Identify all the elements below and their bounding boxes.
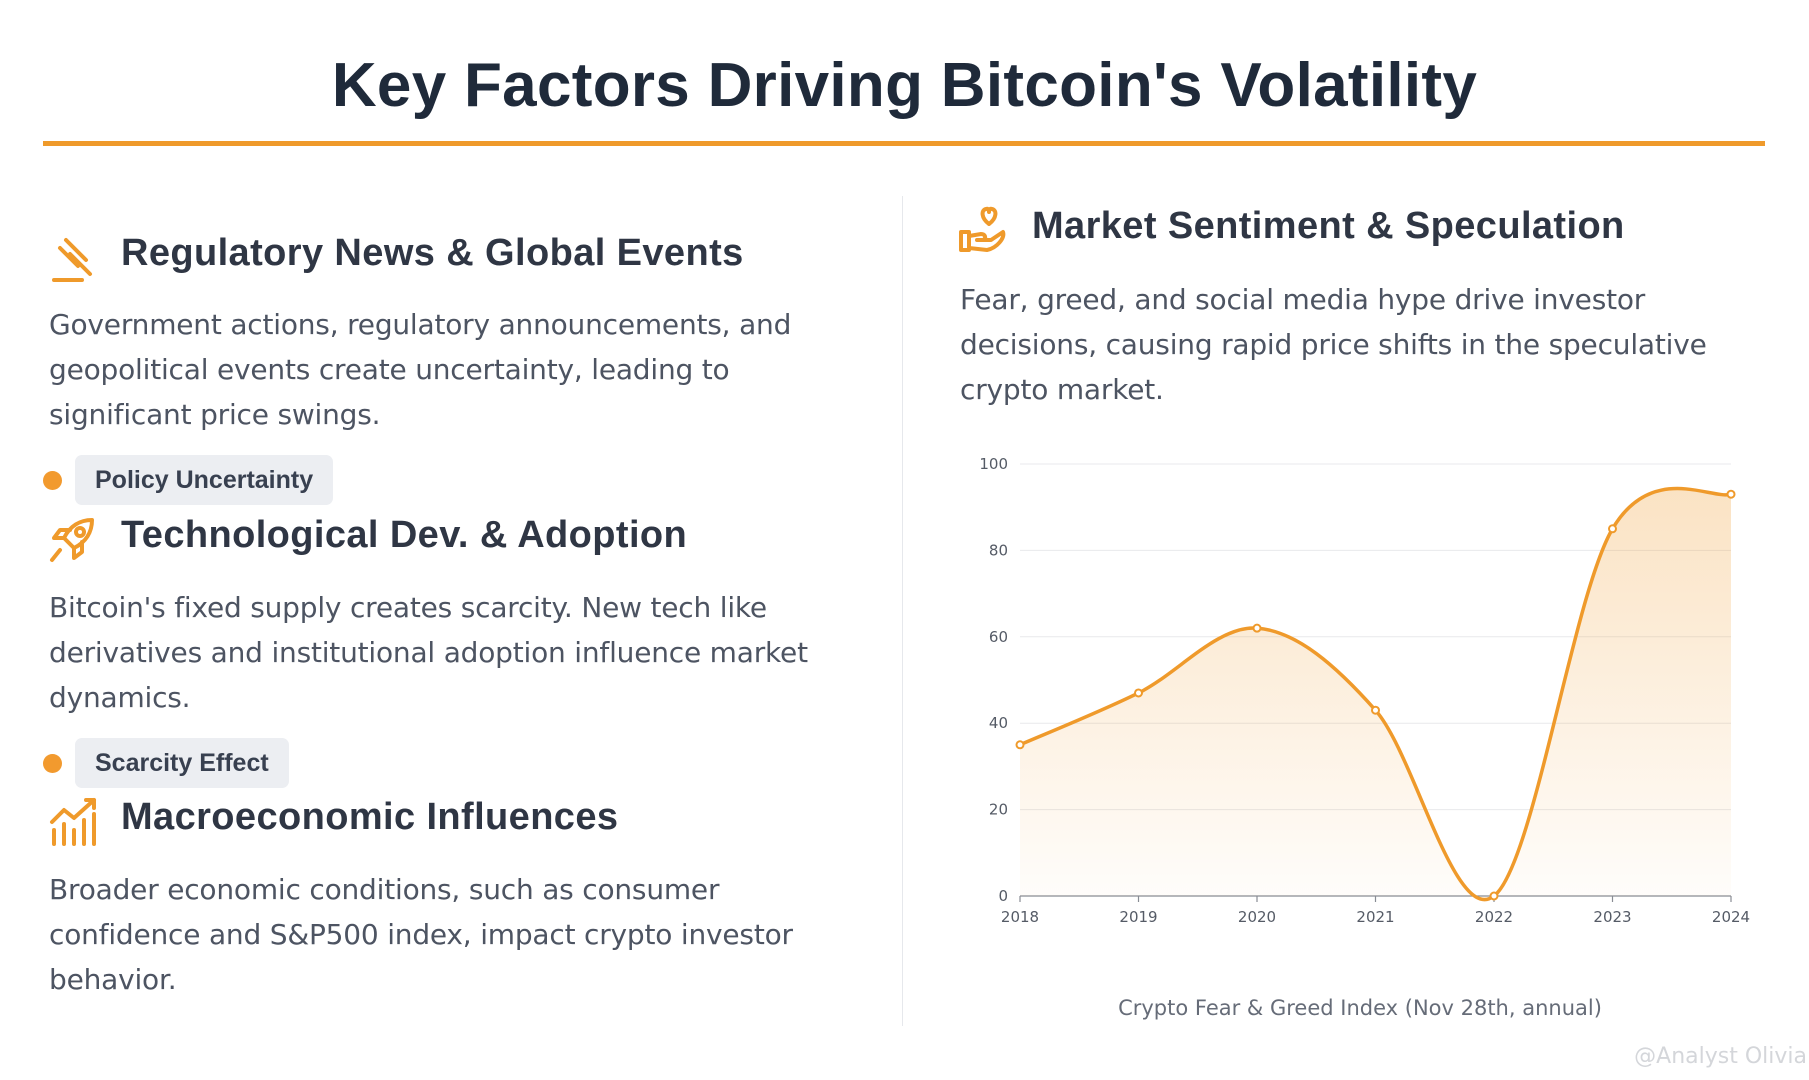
y-tick-label: 0	[998, 887, 1008, 905]
tag-scarcity-effect: Scarcity Effect	[75, 738, 289, 788]
gavel-icon	[52, 238, 92, 282]
data-point	[1608, 524, 1617, 534]
x-tick-label: 2021	[1356, 908, 1394, 926]
chart-bars-icon	[50, 798, 96, 846]
y-tick-label: 40	[989, 714, 1008, 732]
series-line	[1019, 486, 1732, 902]
data-point	[1489, 891, 1499, 901]
column-divider	[902, 196, 903, 1026]
tag-bullet	[43, 471, 62, 490]
x-tick-label: 2023	[1593, 908, 1631, 926]
tag-bullet	[43, 754, 62, 773]
data-point	[1371, 705, 1380, 715]
x-tick-label: 2020	[1238, 908, 1276, 926]
y-tick-label: 100	[979, 455, 1008, 473]
hand-heart-icon	[959, 206, 1006, 252]
x-tick-label: 2022	[1475, 908, 1513, 926]
watermark: @Analyst Olivia	[1634, 1044, 1807, 1069]
factor-text-sentiment: Fear, greed, and social media hype drive…	[960, 283, 1707, 406]
page-title: Key Factors Driving Bitcoin's Volatility	[331, 51, 1478, 120]
y-tick-label: 20	[989, 801, 1008, 819]
factor-text-technological: Bitcoin's fixed supply creates scarcity.…	[49, 591, 808, 714]
rocket-icon	[50, 518, 94, 562]
data-point	[1015, 740, 1025, 750]
factor-title-regulatory: Regulatory News & Global Events	[121, 232, 744, 274]
factor-title-technological: Technological Dev. & Adoption	[121, 514, 688, 556]
series-area	[1020, 488, 1731, 900]
tag-policy-uncertainty: Policy Uncertainty	[75, 455, 334, 505]
x-tick-label: 2019	[1119, 908, 1157, 926]
x-tick-label: 2018	[1001, 908, 1039, 926]
fear-greed-chart: 0 20 40 60 80 100 2018 2019 2020 2021 2022 2023 2024	[979, 455, 1750, 926]
data-point	[1134, 688, 1143, 698]
title-underline	[43, 141, 1765, 146]
factor-text-regulatory: Government actions, regulatory announcem…	[49, 308, 792, 431]
y-tick-label: 80	[989, 541, 1008, 559]
factor-text-macroeconomic: Broader economic conditions, such as con…	[49, 873, 793, 996]
factor-title-macroeconomic: Macroeconomic Influences	[121, 796, 619, 838]
factor-title-sentiment: Market Sentiment & Speculation	[1032, 205, 1625, 247]
data-point	[1252, 623, 1262, 633]
x-tick-label: 2024	[1712, 908, 1750, 926]
chart-caption: Crypto Fear & Greed Index (Nov 28th, ann…	[1118, 996, 1602, 1020]
data-point	[1726, 489, 1736, 499]
y-tick-label: 60	[989, 628, 1008, 646]
